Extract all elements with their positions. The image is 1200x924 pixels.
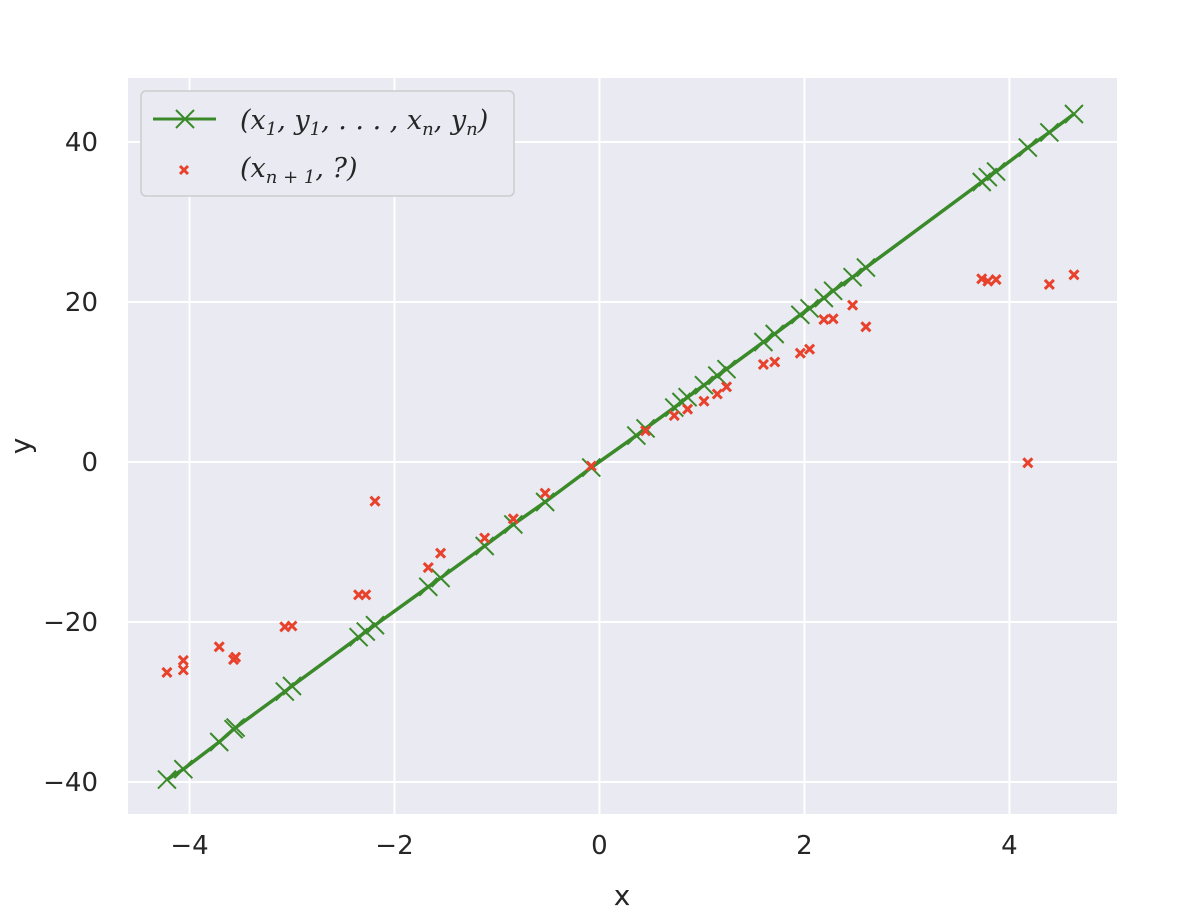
query-point-marker [1043,278,1055,290]
query-point-marker [539,487,551,499]
y-tick-label: −20 [43,608,98,638]
query-point-marker [860,321,872,333]
context-point-marker [635,418,656,439]
context-point-marker [356,621,376,642]
context-point-marker [986,161,1006,182]
query-point-marker [794,347,806,359]
legend-context-marker-swatch [175,109,195,129]
query-point-marker [827,313,839,325]
y-tick-label: 20 [65,288,98,318]
context-point-marker [1064,104,1084,124]
query-point-marker [479,532,491,544]
legend-label-context: (x1, y1, . . . , xn, yn) [240,105,488,140]
query-point-marker [1022,457,1034,469]
context-point-marker [716,359,737,379]
legend-box [140,90,515,197]
context-point-marker [282,676,302,696]
y-tick-label: 0 [81,448,98,478]
grid-lines [128,78,1117,814]
context-point-marker [1018,137,1038,158]
query-point-marker [720,381,733,393]
context-point-marker [978,167,998,187]
context-point-marker [753,332,774,352]
query-point-marker [769,356,781,368]
query-point-marker [507,513,519,525]
y-tick-label: −40 [43,768,98,798]
query-point-marker [668,410,680,422]
query-point-marker [286,620,298,632]
query-point-marker [803,343,816,355]
query-point-marker [585,460,597,472]
query-point-marker [161,666,173,678]
query-point-marker [698,395,710,407]
x-tick-label: 2 [796,831,813,861]
context-point-marker [418,577,438,597]
query-point-marker [422,562,434,574]
legend-query-marker-swatch [178,164,190,176]
context-point-marker [823,281,843,301]
query-point-marker [847,299,859,311]
query-point-marker [435,547,447,559]
legend: (x1, y1, . . . , xn, yn) (xn + 1, ?) [140,90,515,197]
legend-label-query: (xn + 1, ?) [240,153,358,188]
query-point-marker [1068,269,1080,281]
context-point-marker [856,257,876,278]
context-point-marker [764,324,785,344]
context-point-marker [209,732,229,752]
context-point-marker [1039,122,1060,143]
context-point-marker [694,375,714,395]
context-point-marker [535,492,555,512]
context-point-marker [157,769,177,790]
query-point-marker [230,651,242,663]
context-point-marker [790,305,811,325]
x-tick-label: −2 [375,831,413,861]
query-point-marker [369,495,381,507]
series-markers [157,104,1084,790]
context-point-marker [225,717,246,738]
x-axis-label: x [614,879,631,912]
query-point-marker [213,641,225,653]
y-axis-label: y [4,438,37,455]
context-point-marker [474,536,495,556]
y-tick-label: 40 [65,128,98,158]
query-point-marker [982,275,994,287]
context-point-marker [503,514,524,535]
query-point-marker [682,403,694,415]
context-point-marker [430,568,451,588]
context-point-marker [365,615,385,635]
query-point-marker [818,314,830,326]
query-point-marker [177,664,189,676]
context-point-marker [799,298,820,319]
query-point-marker [177,654,189,666]
query-point-marker [360,589,372,601]
x-tick-label: 0 [591,831,608,861]
x-tick-label: 4 [1001,831,1018,861]
query-point-marker [990,274,1002,286]
query-point-marker [639,425,652,437]
query-point-marker [711,388,723,400]
query-point-marker [757,358,769,370]
context-point-marker [677,387,698,407]
context-point-marker [814,288,834,308]
x-tick-label: −4 [170,831,208,861]
context-point-marker [173,759,194,779]
query-point-marker [976,273,988,285]
context-point-marker [842,267,863,287]
